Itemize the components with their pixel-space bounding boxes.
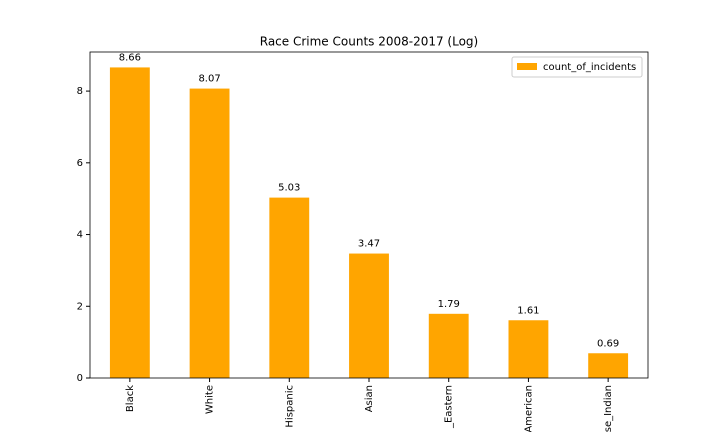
data-label: 5.03 <box>278 183 300 194</box>
y-tick-label: 6 <box>77 158 83 169</box>
bar <box>588 353 629 378</box>
x-tick-label: Asian <box>364 385 375 412</box>
y-tick-label: 8 <box>77 86 83 97</box>
data-label: 8.07 <box>198 74 220 85</box>
y-tick-label: 0 <box>77 373 83 384</box>
legend-box <box>511 56 643 78</box>
y-tick-label: 2 <box>77 301 83 312</box>
y-tick-label: 4 <box>77 230 83 241</box>
x-tick-label: _Eastern <box>444 385 455 429</box>
x-tick-label: Hispanic <box>284 385 295 428</box>
bar <box>349 253 389 378</box>
data-label: 0.69 <box>597 338 619 349</box>
x-tick-label: White <box>205 385 216 414</box>
bar <box>508 320 549 378</box>
legend-swatch <box>517 63 537 70</box>
bar <box>428 313 469 378</box>
x-tick-label: Black <box>125 385 136 412</box>
bar <box>269 197 310 378</box>
axes-frame <box>89 51 649 379</box>
x-tick-label: American <box>523 385 534 432</box>
chart-title: Race Crime Counts 2008-2017 (Log) <box>260 35 478 49</box>
legend-label: count_of_incidents <box>543 62 636 73</box>
data-label: 1.79 <box>438 299 460 310</box>
data-label: 1.61 <box>517 305 539 316</box>
bar <box>109 67 150 379</box>
data-label: 8.66 <box>119 52 141 63</box>
data-label: 3.47 <box>358 239 380 250</box>
x-tick-label: se_Indian <box>603 385 614 432</box>
bar <box>189 88 230 378</box>
